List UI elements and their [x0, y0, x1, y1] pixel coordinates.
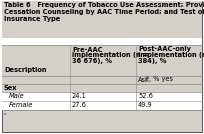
Text: Table 6   Frequency of Tobacco Use Assessment; Provision: Table 6 Frequency of Tobacco Use Assessm… [4, 3, 204, 8]
Bar [2, 38, 202, 45]
Bar [2, 45, 202, 76]
Text: a: a [4, 112, 7, 116]
Text: , % yes: , % yes [149, 77, 173, 83]
Text: implementation (n =: implementation (n = [72, 53, 148, 59]
Text: Description: Description [4, 67, 47, 73]
Text: a: a [146, 75, 149, 80]
Bar [2, 84, 202, 92]
Text: Female: Female [9, 102, 33, 108]
Bar [2, 92, 202, 101]
Text: 384), %: 384), % [138, 59, 166, 64]
Text: 52.6: 52.6 [138, 93, 153, 99]
Text: Sex: Sex [4, 85, 18, 90]
Text: 24.1: 24.1 [72, 93, 87, 99]
Text: 36 676), %: 36 676), % [72, 59, 112, 64]
Text: implementation (n = 139: implementation (n = 139 [138, 53, 204, 59]
Bar [2, 76, 202, 84]
Text: Cessation Counseling by AAC Time Period; and Test of HTE: Cessation Counseling by AAC Time Period;… [4, 9, 204, 15]
Text: 49.9: 49.9 [138, 102, 153, 108]
Bar [2, 101, 202, 110]
Text: Male: Male [9, 93, 25, 99]
Text: Insurance Type: Insurance Type [4, 16, 60, 21]
Bar [2, 1, 202, 38]
Text: Pre-AAC: Pre-AAC [72, 46, 102, 53]
Text: 27.6: 27.6 [72, 102, 87, 108]
Text: Post-AAC-only: Post-AAC-only [138, 46, 191, 53]
Text: Ask: Ask [138, 77, 150, 83]
